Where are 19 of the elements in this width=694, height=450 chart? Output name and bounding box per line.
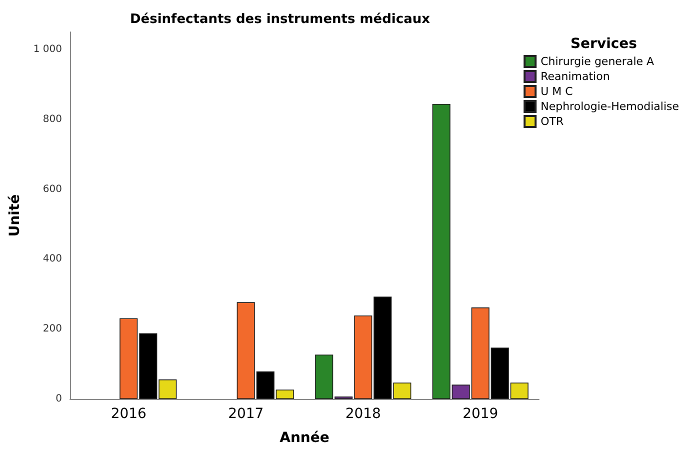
x-tick-label: 2017 <box>228 406 264 422</box>
y-tick-label: 400 <box>42 254 62 265</box>
y-tick-label: 800 <box>42 114 62 125</box>
x-tick-label: 2019 <box>462 406 498 422</box>
legend-label: Nephrologie-Hemodialise <box>540 100 680 113</box>
chart-title: Désinfectants des instruments médicaux <box>130 12 431 27</box>
x-axis-title: Année <box>280 430 330 446</box>
y-tick-label: 1 000 <box>33 44 62 55</box>
y-tick-label: 0 <box>56 394 62 404</box>
legend-label: U M C <box>540 85 574 98</box>
y-axis-title: Unité <box>7 194 23 237</box>
legend-title: Services <box>570 36 638 52</box>
x-tick-label: 2016 <box>110 406 147 422</box>
y-tick-label: 200 <box>42 324 62 335</box>
legend-label: Chirurgie generale A <box>540 55 655 68</box>
legend-label: OTR <box>540 115 564 128</box>
y-tick-label: 600 <box>42 184 62 195</box>
x-tick-label: 2018 <box>345 406 381 422</box>
legend-label: Reanimation <box>540 70 610 83</box>
